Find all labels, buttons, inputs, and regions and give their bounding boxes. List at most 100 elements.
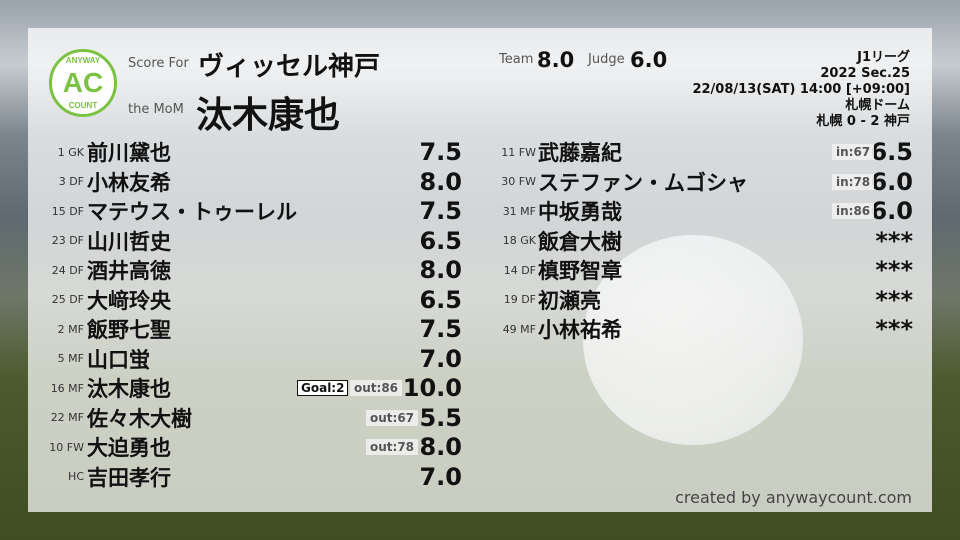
- team-score: 8.0: [537, 48, 575, 72]
- player-position: 10 FW: [49, 440, 84, 454]
- sub-badge: out:86: [350, 380, 403, 396]
- player-name: 中坂勇哉: [538, 200, 622, 224]
- score-for-label: Score For: [128, 56, 189, 71]
- player-name: 小林祐希: [538, 318, 622, 342]
- player-position: 15 DF: [51, 204, 84, 218]
- player-score: 6.5: [870, 138, 913, 166]
- player-row: HC 吉田孝行 7.0: [0, 463, 960, 491]
- team-label: Team: [499, 52, 534, 67]
- player-row: 15 DF マテウス・トゥーレル 7.5: [0, 197, 960, 225]
- player-score: 8.0: [419, 256, 462, 284]
- player-name: 小林友希: [87, 170, 171, 195]
- player-position: 14 DF: [503, 263, 536, 277]
- player-score: ***: [875, 256, 913, 284]
- player-position: 19 DF: [503, 293, 536, 306]
- player-position: 24 DF: [51, 263, 84, 277]
- season: 2022 Sec.25: [820, 66, 910, 81]
- judge-score: 6.0: [630, 48, 668, 72]
- credit: created by anywaycount.com: [675, 488, 912, 507]
- player-score: 10.0: [402, 374, 462, 402]
- player-row: 25 DF 大﨑玲央 6.5: [0, 286, 960, 314]
- player-name: 武藤嘉紀: [538, 141, 622, 165]
- judge-label: Judge: [588, 52, 625, 67]
- mom-label: the MoM: [128, 102, 184, 117]
- player-position: 25 DF: [51, 293, 84, 306]
- goal-badge: Goal:2: [297, 380, 349, 396]
- player-position: HC: [68, 470, 84, 483]
- anywaycount-logo: ANYWAY AC COUNT: [49, 49, 117, 117]
- venue: 札幌ドーム: [845, 98, 910, 113]
- player-name: 山口蛍: [87, 347, 150, 372]
- player-name: 飯野七聖: [87, 318, 171, 342]
- player-score: 7.0: [419, 344, 462, 373]
- player-row: 24 DF 酒井高徳 8.0: [0, 256, 960, 284]
- player-position: 30 FW: [501, 175, 536, 188]
- player-row: 14 DF 槙野智章 ***: [0, 256, 960, 284]
- player-row: 16 MF 汰木康也 10.0 Goal:2 out:86: [0, 374, 960, 402]
- player-row: 22 MF 佐々木大樹 5.5 out:67: [0, 404, 960, 432]
- logo-bottom-text: COUNT: [68, 101, 98, 110]
- player-name: マテウス・トゥーレル: [87, 200, 297, 224]
- match-info: J1リーグ 2022 Sec.25 22/08/13(SAT) 14:00 [+…: [692, 50, 910, 130]
- team-name: ヴィッセル神戸: [198, 52, 381, 82]
- player-score: 6.5: [419, 226, 462, 255]
- logo-center-text: AC: [62, 67, 104, 98]
- player-score: 7.0: [419, 462, 462, 491]
- player-score: 7.5: [419, 138, 462, 166]
- player-row: 2 MF 飯野七聖 7.5: [0, 315, 960, 343]
- player-row: 3 DF 小林友希 8.0: [0, 168, 960, 196]
- logo-top-text: ANYWAY: [65, 56, 101, 65]
- player-name: 槙野智章: [538, 259, 622, 283]
- mom-name: 汰木康也: [196, 95, 341, 136]
- player-name: 前川黛也: [87, 141, 171, 165]
- result: 札幌 0 - 2 神戸: [816, 114, 910, 129]
- player-score: 8.0: [419, 167, 462, 196]
- player-row: 19 DF 初瀬亮 ***: [0, 286, 960, 314]
- player-position: 23 DF: [51, 234, 84, 247]
- player-position: 16 MF: [50, 381, 84, 395]
- player-row: 5 MF 山口蛍 7.0: [0, 345, 960, 373]
- player-position: 5 MF: [57, 352, 84, 365]
- player-score: 6.5: [419, 285, 462, 314]
- player-score: 6.0: [870, 167, 913, 196]
- player-row: 18 GK 飯倉大樹 ***: [0, 227, 960, 255]
- player-name: 酒井高徳: [87, 259, 171, 283]
- player-score: 8.0: [419, 433, 462, 461]
- player-score: 7.5: [419, 315, 462, 343]
- player-row: 49 MF 小林祐希 ***: [0, 315, 960, 343]
- sub-badge: out:78: [366, 439, 419, 455]
- player-row: 23 DF 山川哲史 6.5: [0, 227, 960, 255]
- player-name: 山川哲史: [87, 229, 171, 254]
- sub-badge: out:67: [366, 409, 419, 426]
- player-position: 18 GK: [502, 234, 536, 247]
- player-row: 30 FW ステファン・ムゴシャ 6.0 in:78: [0, 168, 960, 196]
- player-score: 7.5: [419, 197, 462, 225]
- player-score: ***: [875, 226, 913, 255]
- player-name: 吉田孝行: [87, 465, 171, 490]
- player-position: 1 GK: [57, 145, 84, 159]
- score-panel: [28, 28, 932, 512]
- player-position: 31 MF: [502, 204, 536, 218]
- datetime: 22/08/13(SAT) 14:00 [+09:00]: [692, 82, 910, 97]
- player-name: 大﨑玲央: [87, 288, 171, 313]
- player-position: 22 MF: [50, 411, 84, 424]
- player-name: 初瀬亮: [538, 288, 601, 313]
- player-name: 佐々木大樹: [87, 406, 192, 431]
- sub-badge: in:67: [832, 144, 875, 160]
- sub-badge: in:78: [832, 173, 875, 190]
- player-position: 49 MF: [502, 322, 536, 336]
- player-row: 1 GK 前川黛也 7.5: [0, 138, 960, 166]
- player-score: 5.5: [419, 403, 462, 432]
- player-name: 大迫勇也: [87, 436, 171, 460]
- player-row: 31 MF 中坂勇哉 6.0 in:86: [0, 197, 960, 225]
- player-name: 飯倉大樹: [538, 229, 622, 254]
- player-score: ***: [875, 285, 913, 314]
- player-position: 3 DF: [58, 175, 84, 188]
- league: J1リーグ: [857, 50, 910, 65]
- player-name: ステファン・ムゴシャ: [538, 170, 748, 195]
- player-row: 11 FW 武藤嘉紀 6.5 in:67: [0, 138, 960, 166]
- player-position: 2 MF: [57, 322, 84, 336]
- player-name: 汰木康也: [87, 377, 171, 401]
- player-score: 6.0: [870, 197, 913, 225]
- player-score: ***: [875, 315, 913, 343]
